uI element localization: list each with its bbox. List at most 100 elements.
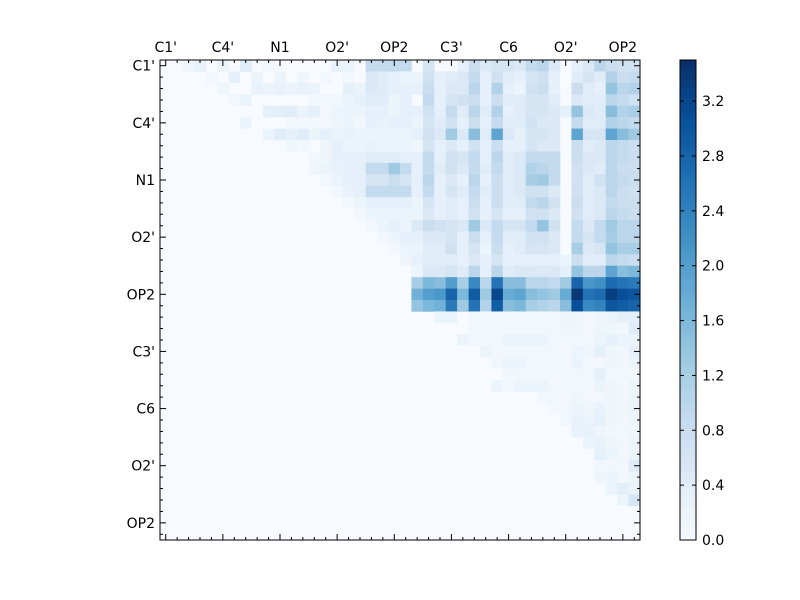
heatmap-cell [502, 265, 515, 278]
colorbar-segment [680, 112, 696, 117]
heatmap-cell [582, 391, 595, 404]
heatmap-cell [605, 300, 618, 312]
heatmap-cell [582, 185, 595, 198]
heatmap-cell [560, 254, 572, 267]
heatmap-cell [617, 471, 629, 484]
heatmap-cell [434, 300, 447, 312]
colorbar-segment [680, 492, 696, 497]
heatmap-cell [468, 174, 481, 187]
heatmap-cell [594, 471, 607, 484]
heatmap-cell [617, 254, 629, 267]
heatmap-cell [514, 357, 527, 369]
heatmap-cell [537, 242, 549, 255]
heatmap-cell [628, 334, 641, 347]
heatmap-cell [457, 105, 469, 118]
heatmap-cell [560, 105, 572, 118]
colorbar-segment [680, 400, 696, 405]
heatmap-cell [422, 140, 435, 152]
heatmap-cell [548, 140, 561, 152]
colorbar-segment [680, 316, 696, 321]
heatmap-cell [445, 71, 458, 84]
colorbar-segment [680, 312, 696, 317]
heatmap-cell [445, 162, 458, 175]
heatmap-cell [434, 254, 447, 267]
heatmap-cell [422, 128, 435, 141]
heatmap-cell [548, 380, 561, 392]
heatmap-cell [582, 322, 595, 335]
heatmap-cell [468, 151, 481, 164]
heatmap-cell [365, 82, 378, 95]
heatmap-cell [617, 414, 629, 427]
heatmap-cell [434, 231, 447, 244]
heatmap-cell [342, 140, 355, 152]
colorbar-segment [680, 368, 696, 373]
heatmap-cell [400, 231, 412, 244]
heatmap-cell [251, 82, 264, 95]
heatmap-cell [594, 300, 607, 312]
heatmap-cell [605, 357, 618, 369]
colorbar-segment [680, 76, 696, 81]
x-tick-label: OP2 [380, 40, 408, 56]
heatmap-cell [571, 151, 584, 164]
heatmap-cell [468, 60, 481, 72]
heatmap-cell [480, 174, 492, 187]
heatmap-cell [411, 105, 424, 118]
heatmap-cell [537, 220, 549, 232]
colorbar-segment [680, 164, 696, 169]
heatmap-cell [365, 105, 378, 118]
heatmap-cell [365, 185, 378, 198]
heatmap-cell [525, 265, 538, 278]
heatmap-cell [548, 402, 561, 415]
heatmap-cell [605, 311, 618, 324]
colorbar-segment [680, 416, 696, 421]
heatmap-cell [571, 414, 584, 427]
heatmap-cell [491, 277, 504, 289]
heatmap-cell [445, 242, 458, 255]
colorbar-tick-label: 2.0 [702, 259, 724, 275]
heatmap-cell [525, 242, 538, 255]
heatmap-cell [571, 300, 584, 312]
colorbar-segment [680, 128, 696, 133]
heatmap-cell [537, 94, 549, 107]
colorbar-segment [680, 524, 696, 529]
colorbar-segment [680, 412, 696, 417]
heatmap-cell [537, 140, 549, 152]
colorbar-segment [680, 432, 696, 437]
heatmap-cell [525, 300, 538, 312]
heatmap-cell [502, 345, 515, 358]
heatmap-cell [434, 288, 447, 301]
heatmap-cell [400, 60, 412, 72]
heatmap-cell [491, 151, 504, 164]
colorbar-segment [680, 468, 696, 473]
heatmap-cell [628, 368, 641, 381]
colorbar-segment [680, 384, 696, 389]
heatmap-cell [434, 128, 447, 141]
heatmap-cell [537, 105, 549, 118]
heatmap-cell [617, 368, 629, 381]
heatmap-cell [365, 174, 378, 187]
colorbar-segment [680, 488, 696, 493]
heatmap-cell [628, 162, 641, 175]
heatmap-cell [434, 220, 447, 232]
heatmap-cell [342, 94, 355, 107]
heatmap-cell [548, 60, 561, 72]
heatmap-cell [434, 311, 447, 324]
heatmap-cell [628, 71, 641, 84]
y-tick-label: C6 [136, 402, 155, 418]
heatmap-cell [571, 82, 584, 95]
heatmap-cell [468, 322, 481, 335]
y-tick-label: O2' [131, 230, 155, 246]
colorbar-segment [680, 216, 696, 221]
heatmap-cell [548, 322, 561, 335]
heatmap-cell [422, 151, 435, 164]
heatmap-cell [388, 208, 401, 221]
heatmap-cell [308, 128, 321, 141]
heatmap-cell [617, 140, 629, 152]
colorbar-segment [680, 60, 696, 65]
heatmap-cell [491, 345, 504, 358]
heatmap-cell [480, 151, 492, 164]
heatmap-cell [468, 105, 481, 118]
heatmap-cell [354, 140, 367, 152]
heatmap-cell [548, 345, 561, 358]
heatmap-cell [502, 311, 515, 324]
